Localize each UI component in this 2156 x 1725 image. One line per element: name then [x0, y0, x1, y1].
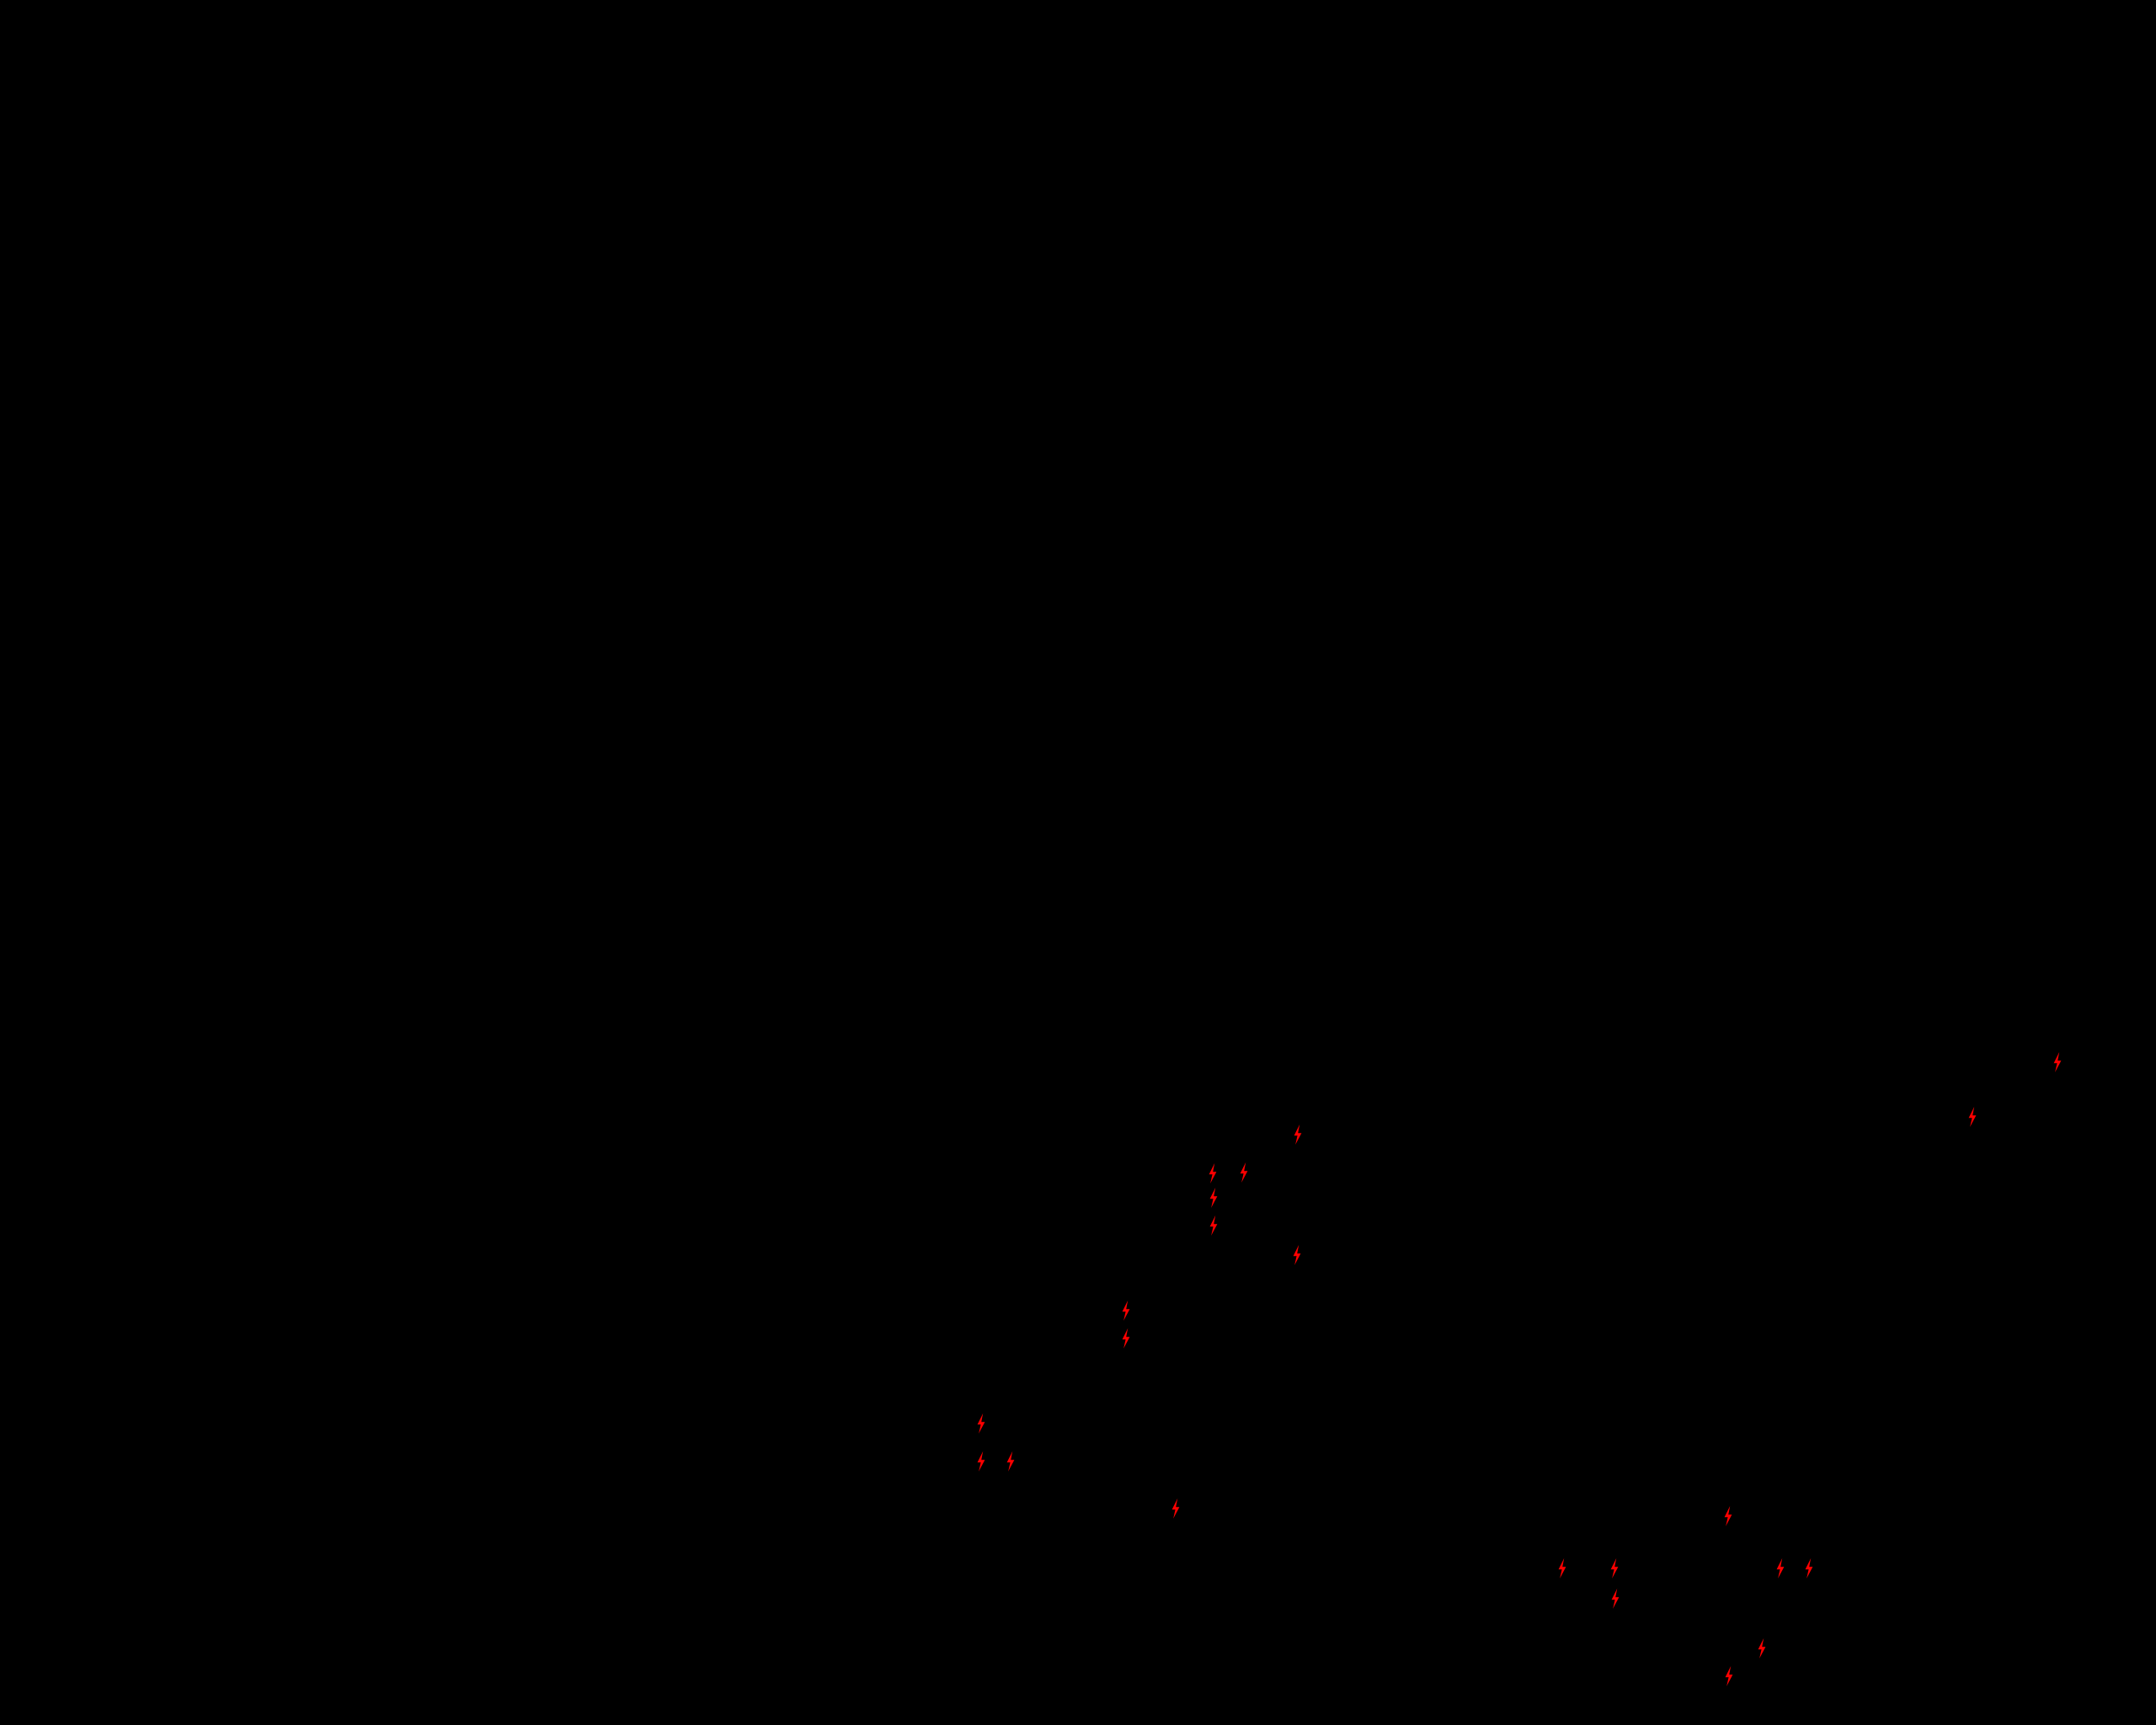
lightning-bolt-icon[interactable]	[1238, 1162, 1250, 1183]
lightning-bolt-icon[interactable]	[1207, 1163, 1219, 1183]
lightning-bolt-icon[interactable]	[1609, 1589, 1621, 1609]
lightning-bolt-icon[interactable]	[975, 1413, 987, 1434]
lightning-bolt-icon[interactable]	[1208, 1188, 1219, 1208]
lightning-bolt-icon[interactable]	[1722, 1506, 1734, 1526]
lightning-bolt-icon[interactable]	[1292, 1124, 1304, 1145]
lightning-bolt-icon[interactable]	[2052, 1052, 2063, 1072]
lightning-bolt-icon[interactable]	[1120, 1300, 1132, 1321]
lightning-bolt-icon[interactable]	[1120, 1328, 1132, 1348]
lightning-bolt-icon[interactable]	[1291, 1245, 1303, 1265]
lightning-bolt-icon[interactable]	[1756, 1638, 1768, 1658]
lightning-bolt-icon[interactable]	[1803, 1558, 1815, 1578]
lightning-bolt-icon[interactable]	[1005, 1451, 1017, 1471]
lightning-bolt-icon[interactable]	[1556, 1558, 1568, 1578]
lightning-bolt-icon[interactable]	[1774, 1558, 1786, 1578]
lightning-bolt-icon[interactable]	[1723, 1666, 1735, 1686]
lightning-bolt-icon[interactable]	[1609, 1558, 1620, 1578]
lightning-bolt-icon[interactable]	[1208, 1215, 1219, 1236]
lightning-bolt-icon[interactable]	[1170, 1498, 1182, 1519]
lightning-bolt-icon[interactable]	[975, 1451, 987, 1471]
lightning-bolt-icon[interactable]	[1967, 1107, 1978, 1127]
